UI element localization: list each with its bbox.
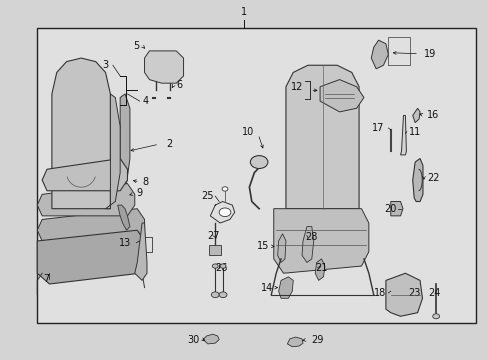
Circle shape — [211, 292, 219, 298]
Text: 5: 5 — [133, 41, 140, 50]
Polygon shape — [118, 205, 130, 230]
Polygon shape — [209, 244, 221, 255]
Text: 8: 8 — [142, 177, 148, 187]
Polygon shape — [412, 108, 419, 123]
Circle shape — [222, 187, 227, 191]
Polygon shape — [135, 223, 147, 280]
Polygon shape — [273, 209, 368, 273]
Text: 6: 6 — [176, 80, 182, 90]
Text: 17: 17 — [371, 123, 383, 133]
Circle shape — [250, 156, 267, 168]
Polygon shape — [115, 94, 130, 202]
Polygon shape — [385, 273, 422, 316]
Polygon shape — [285, 65, 358, 209]
Polygon shape — [37, 230, 144, 284]
Text: 28: 28 — [305, 232, 317, 242]
Polygon shape — [400, 116, 406, 155]
Text: 24: 24 — [427, 288, 439, 298]
Text: 27: 27 — [207, 231, 220, 240]
Circle shape — [219, 292, 226, 298]
Polygon shape — [52, 58, 110, 209]
Text: 14: 14 — [260, 283, 272, 293]
Polygon shape — [390, 202, 402, 216]
Bar — [37, 28, 475, 323]
Text: 12: 12 — [290, 82, 303, 92]
Text: 19: 19 — [423, 49, 435, 59]
Polygon shape — [37, 184, 135, 216]
Text: 26: 26 — [215, 263, 227, 273]
Text: 18: 18 — [373, 288, 385, 298]
Text: 30: 30 — [187, 334, 199, 345]
Circle shape — [219, 208, 230, 217]
Text: 29: 29 — [311, 334, 323, 345]
Text: 21: 21 — [315, 263, 327, 273]
Text: 1: 1 — [241, 7, 247, 17]
Polygon shape — [302, 226, 313, 262]
Polygon shape — [315, 259, 325, 280]
Polygon shape — [42, 158, 127, 191]
Text: 11: 11 — [408, 127, 421, 136]
Polygon shape — [320, 80, 363, 112]
Text: 2: 2 — [166, 139, 172, 149]
Polygon shape — [203, 334, 219, 344]
Text: 25: 25 — [201, 191, 213, 201]
Polygon shape — [278, 277, 293, 298]
Text: 3: 3 — [102, 60, 108, 70]
Text: 16: 16 — [427, 111, 439, 121]
Polygon shape — [287, 337, 303, 347]
Circle shape — [212, 264, 218, 268]
Polygon shape — [37, 209, 144, 241]
Text: 10: 10 — [242, 127, 254, 136]
Text: 22: 22 — [427, 173, 439, 183]
Polygon shape — [144, 51, 183, 83]
Polygon shape — [277, 234, 285, 262]
Text: 23: 23 — [407, 288, 420, 298]
Text: 7: 7 — [43, 274, 49, 284]
Text: 4: 4 — [142, 96, 148, 106]
Text: 13: 13 — [119, 238, 131, 248]
Polygon shape — [412, 158, 422, 202]
Polygon shape — [370, 40, 387, 69]
Text: 9: 9 — [136, 188, 142, 198]
Text: 15: 15 — [256, 241, 268, 251]
Text: 20: 20 — [384, 204, 396, 214]
Polygon shape — [105, 94, 120, 209]
Circle shape — [432, 314, 439, 319]
Circle shape — [220, 264, 225, 268]
